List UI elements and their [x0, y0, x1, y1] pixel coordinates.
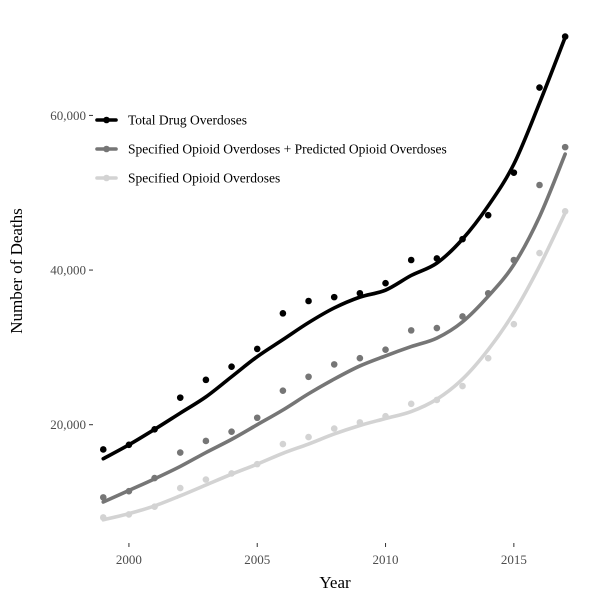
- data-point: [99, 514, 107, 521]
- data-point: [151, 426, 158, 433]
- series-specified-opioid-overdoses: [99, 207, 569, 522]
- data-point: [382, 346, 389, 354]
- data-point: [228, 428, 235, 435]
- series-specified-opioid-overdoses-predicted-opioid-overdoses: [99, 143, 569, 504]
- data-point: [536, 249, 543, 257]
- legend-label: Total Drug Overdoses: [128, 113, 247, 128]
- series-line: [101, 152, 567, 504]
- x-axis-title: Year: [319, 573, 351, 592]
- data-point: [279, 310, 287, 317]
- legend-key-point: [103, 145, 110, 153]
- legend-label: Specified Opioid Overdoses: [128, 171, 280, 186]
- data-point: [202, 376, 210, 384]
- data-point: [484, 289, 492, 297]
- legend-label: Specified Opioid Overdoses + Predicted O…: [128, 142, 447, 157]
- data-point: [561, 207, 569, 215]
- data-point: [305, 297, 312, 305]
- data-point: [510, 169, 518, 176]
- series-line: [101, 211, 567, 522]
- x-tick-label: 2010: [373, 552, 399, 567]
- legend: Total Drug Overdoses Specified Opioid Ove…: [95, 113, 447, 186]
- data-point: [202, 437, 210, 445]
- data-point: [433, 324, 441, 332]
- data-point: [176, 394, 184, 401]
- data-point: [125, 441, 133, 449]
- data-point: [484, 354, 492, 362]
- legend-key-point: [103, 116, 110, 124]
- data-point: [510, 256, 518, 264]
- data-point: [356, 354, 364, 362]
- data-point: [330, 361, 338, 368]
- data-point: [151, 503, 158, 510]
- series-line: [101, 35, 567, 461]
- x-tick-label: 2015: [501, 552, 527, 567]
- data-point: [407, 400, 415, 408]
- data-point: [253, 345, 261, 353]
- y-axis-title: Number of Deaths: [7, 208, 26, 334]
- data-point: [279, 440, 287, 448]
- data-point: [459, 382, 466, 390]
- data-point: [228, 470, 235, 477]
- data-point: [536, 84, 543, 91]
- series-total-drug-overdoses: [99, 33, 569, 461]
- data-point: [330, 293, 338, 301]
- data-point: [99, 446, 107, 453]
- data-point: [484, 211, 492, 219]
- legend-item: Total Drug Overdoses: [95, 113, 247, 128]
- y-tick-label: 60,000: [50, 108, 86, 123]
- data-point: [202, 476, 210, 483]
- data-point: [125, 511, 133, 518]
- legend-key-point: [103, 174, 110, 182]
- data-point: [433, 396, 441, 404]
- legend-item: Specified Opioid Overdoses + Predicted O…: [95, 142, 447, 157]
- y-tick-label: 20,000: [50, 417, 86, 432]
- data-point: [305, 373, 312, 381]
- data-point: [279, 387, 287, 394]
- data-point: [253, 460, 261, 468]
- data-point: [510, 320, 518, 328]
- data-point: [99, 494, 107, 501]
- data-point: [151, 474, 158, 482]
- data-point: [459, 313, 466, 320]
- data-point: [253, 414, 261, 422]
- data-point: [382, 412, 389, 420]
- y-tick-label: 40,000: [50, 263, 86, 278]
- data-point: [176, 449, 184, 456]
- data-point: [125, 487, 133, 495]
- x-axis: 2000 2005 2010 2015: [116, 543, 527, 567]
- data-point: [228, 363, 235, 371]
- data-point: [330, 425, 338, 432]
- data-point: [561, 143, 569, 151]
- data-point: [382, 279, 389, 287]
- x-tick-label: 2000: [116, 552, 142, 567]
- data-point: [536, 181, 543, 189]
- legend-item: Specified Opioid Overdoses: [95, 171, 280, 186]
- y-axis: 20,000 40,000 60,000: [50, 108, 93, 432]
- data-point: [407, 256, 415, 264]
- data-point: [356, 289, 364, 297]
- data-point: [407, 327, 415, 334]
- data-point: [356, 419, 364, 426]
- plot-area: [99, 33, 569, 522]
- data-point: [433, 255, 441, 262]
- data-point: [561, 33, 569, 40]
- data-point: [459, 235, 466, 243]
- series-layer: [99, 33, 569, 522]
- data-point: [305, 433, 312, 441]
- data-point: [176, 484, 184, 492]
- x-tick-label: 2005: [244, 552, 270, 567]
